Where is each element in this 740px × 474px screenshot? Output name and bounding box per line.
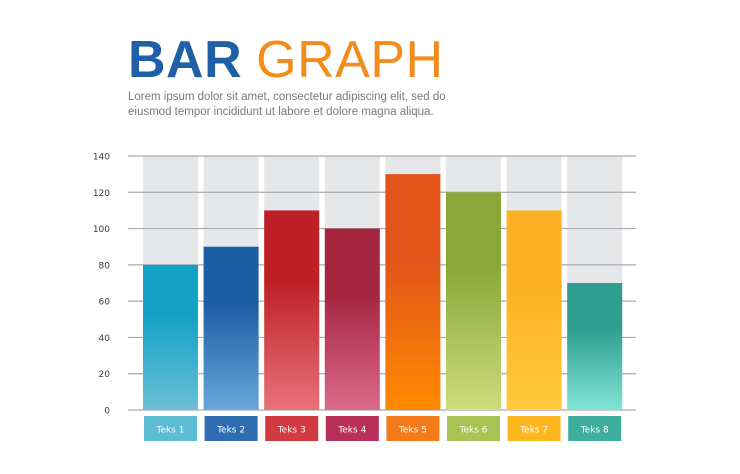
category-labels: Teks 1 Teks 2 Teks 3 Teks 4 Teks 5 Teks 6 Teks… xyxy=(144,416,622,441)
category-label: Teks 6 xyxy=(459,426,488,436)
y-tick-label: 40 xyxy=(99,334,111,344)
category-label: Teks 7 xyxy=(519,426,548,436)
category-label: Teks 2 xyxy=(216,426,245,436)
y-tick-label: 0 xyxy=(104,407,110,417)
category-label: Teks 3 xyxy=(277,426,306,436)
bars xyxy=(143,174,623,410)
y-tick-label: 20 xyxy=(99,370,111,380)
category-label-box xyxy=(265,416,319,441)
category-label-box xyxy=(204,416,258,441)
bar xyxy=(143,264,198,410)
title-word-bar: BAR xyxy=(128,31,243,89)
y-tick-label: 60 xyxy=(99,298,111,308)
category-label: Teks 4 xyxy=(337,426,366,436)
category-label: Teks 8 xyxy=(580,426,609,436)
category-label-box xyxy=(325,416,379,441)
y-tick-label: 80 xyxy=(99,261,111,271)
bar xyxy=(446,192,501,410)
y-tick-label: 100 xyxy=(93,225,110,235)
bar xyxy=(385,174,441,410)
chart-subtitle: Lorem ipsum dolor sit amet, consectetur … xyxy=(128,91,446,118)
y-tick-label: 140 xyxy=(93,153,110,163)
bar xyxy=(567,283,623,410)
category-label-box xyxy=(507,416,561,441)
category-label-box xyxy=(386,416,440,441)
y-axis-tick-labels: 0 20 40 60 80 100 120 140 xyxy=(93,153,110,417)
bar xyxy=(506,210,562,410)
bar xyxy=(264,210,320,410)
category-label-box xyxy=(568,416,622,441)
bar xyxy=(203,246,259,410)
chart-title: BAR GRAPH xyxy=(128,30,444,90)
category-label-box xyxy=(447,416,500,441)
bar xyxy=(324,228,380,410)
category-label: Teks 5 xyxy=(398,426,427,436)
title-word-graph: GRAPH xyxy=(256,31,444,89)
category-label: Teks 1 xyxy=(156,426,185,436)
category-label-box xyxy=(144,416,197,441)
y-tick-label: 120 xyxy=(93,189,110,199)
